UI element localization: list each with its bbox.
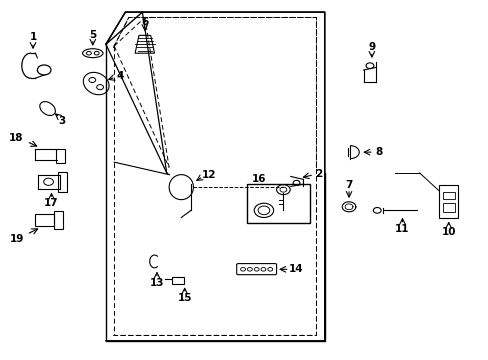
Bar	[58, 172, 67, 192]
Text: 18: 18	[9, 133, 23, 143]
Text: 2: 2	[315, 168, 322, 179]
Text: 19: 19	[10, 234, 24, 244]
Text: 12: 12	[202, 170, 216, 180]
Bar	[54, 211, 62, 229]
Text: 10: 10	[441, 227, 455, 237]
Bar	[35, 213, 54, 226]
Bar	[442, 192, 454, 199]
Bar	[246, 184, 309, 223]
Bar	[442, 203, 454, 212]
Text: 7: 7	[345, 180, 352, 190]
Text: 9: 9	[367, 42, 375, 52]
Bar	[56, 149, 64, 163]
Text: 4: 4	[117, 71, 124, 81]
Bar	[171, 277, 183, 284]
Text: 14: 14	[288, 264, 303, 274]
Text: 8: 8	[374, 147, 382, 157]
Text: 13: 13	[149, 278, 164, 288]
Text: 3: 3	[59, 116, 66, 126]
Text: 11: 11	[394, 224, 409, 234]
Text: 6: 6	[141, 17, 148, 27]
Text: 16: 16	[251, 174, 266, 184]
Text: 5: 5	[89, 30, 96, 40]
Text: 1: 1	[29, 32, 37, 42]
Text: 17: 17	[44, 198, 59, 208]
Bar	[438, 185, 458, 217]
Text: 15: 15	[177, 293, 192, 303]
